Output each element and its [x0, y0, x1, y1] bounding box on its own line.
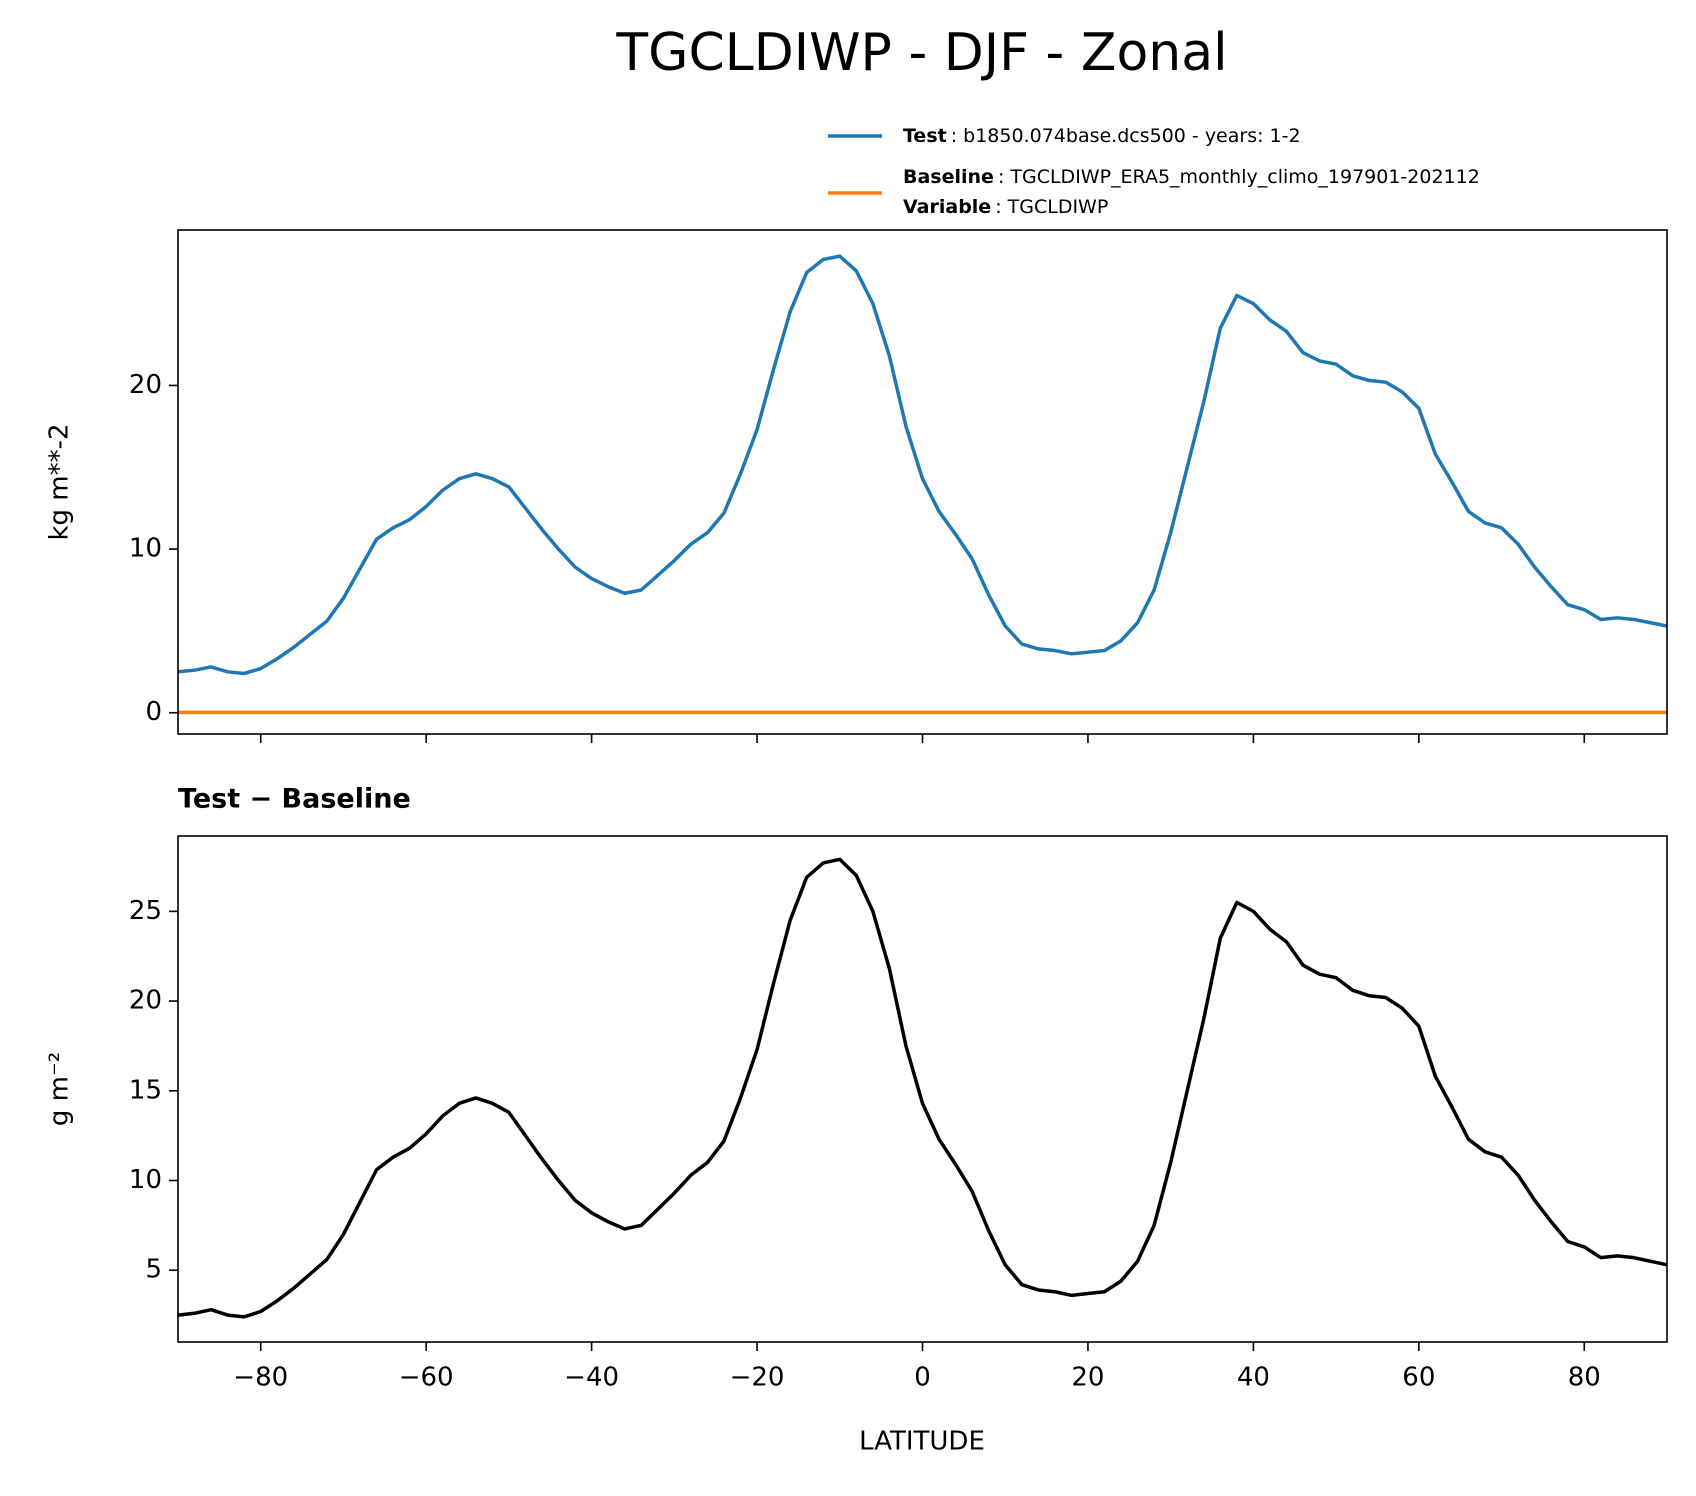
y-tick-label: 0	[145, 697, 162, 727]
legend-name: Baseline	[903, 166, 994, 188]
x-tick-label: −80	[233, 1363, 288, 1393]
x-tick-label: 80	[1568, 1363, 1601, 1393]
legend-label: : TGCLDIWP_ERA5_monthly_climo_197901-202…	[998, 166, 1480, 188]
y-tick-label: 10	[129, 1165, 162, 1195]
subplot-title: Test − Baseline	[178, 784, 411, 815]
y-axis-label: kg m**-2	[45, 423, 75, 540]
legend-name: Variable	[903, 196, 991, 218]
axes-frame	[177, 229, 1668, 735]
x-tick-label: 0	[914, 1363, 931, 1393]
legend-text: Variable: TGCLDIWP	[903, 196, 1108, 218]
x-tick-label: −60	[399, 1363, 454, 1393]
legend-name: Test	[903, 125, 947, 147]
y-tick-label: 20	[129, 370, 162, 400]
x-tick-label: 60	[1402, 1363, 1435, 1393]
figure-title: TGCLDIWP - DJF - Zonal	[615, 23, 1227, 83]
legend-label: : TGCLDIWP	[995, 196, 1108, 218]
y-tick-label: 25	[129, 896, 162, 926]
x-axis-label: LATITUDE	[859, 1427, 985, 1457]
data-line	[178, 254, 1667, 676]
legend-label: : b1850.074base.dcs500 - years: 1-2	[951, 125, 1301, 147]
x-tick-label: 40	[1237, 1363, 1270, 1393]
x-tick-label: −20	[730, 1363, 785, 1393]
y-axis-label: g m⁻²	[45, 1052, 75, 1126]
y-tick-label: 15	[129, 1075, 162, 1105]
legend-text: Test: b1850.074base.dcs500 - years: 1-2	[903, 125, 1301, 147]
axes-frame	[177, 835, 1668, 1343]
legend-text: Baseline: TGCLDIWP_ERA5_monthly_climo_19…	[903, 166, 1480, 188]
y-tick-label: 20	[129, 986, 162, 1016]
data-line	[178, 857, 1667, 1319]
x-tick-label: 20	[1071, 1363, 1104, 1393]
y-tick-label: 5	[145, 1255, 162, 1285]
y-tick-label: 10	[129, 534, 162, 564]
x-tick-label: −40	[564, 1363, 619, 1393]
